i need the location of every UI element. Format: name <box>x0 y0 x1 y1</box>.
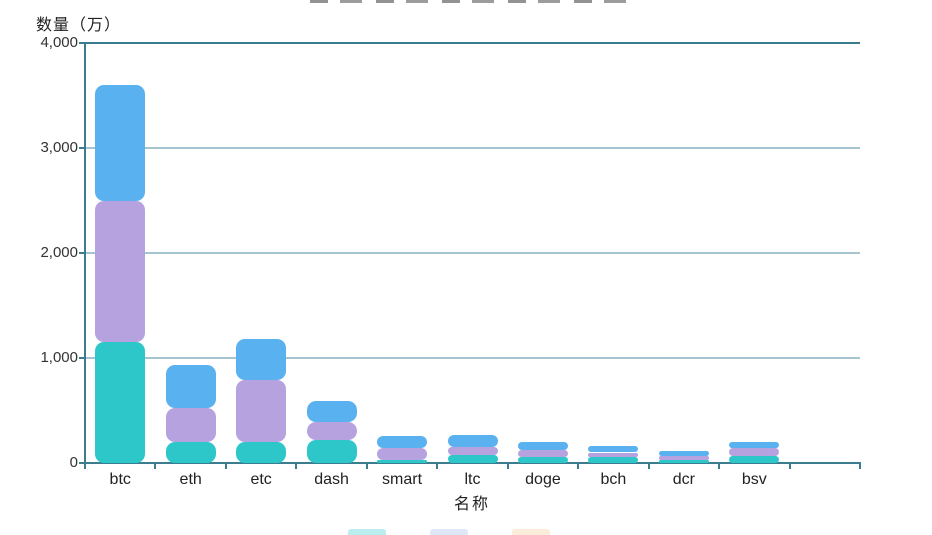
y-tick-label: 1,000 <box>40 349 78 366</box>
bar-segment-smart-series-1[interactable] <box>377 459 428 463</box>
x-axis-tick <box>295 463 298 469</box>
bar-segment-doge-series-1[interactable] <box>517 456 568 463</box>
bar-segment-btc-series-3[interactable] <box>95 85 146 201</box>
x-category-label-ltc: ltc <box>464 471 481 488</box>
x-category-label-dash: dash <box>314 471 349 488</box>
x-axis-tick <box>859 463 861 469</box>
bar-segment-doge-series-2[interactable] <box>517 450 568 457</box>
x-category-label-dcr: dcr <box>672 471 695 488</box>
bar-segment-btc-series-2[interactable] <box>95 200 146 343</box>
y-tick-label: 4,000 <box>40 34 78 51</box>
bar-segment-btc-series-1[interactable] <box>95 342 146 463</box>
x-axis-tick <box>224 463 227 469</box>
x-category-label-btc: btc <box>109 471 131 488</box>
x-axis-tick <box>718 463 721 469</box>
x-axis-line <box>85 462 861 464</box>
x-category-label-eth: eth <box>179 471 202 488</box>
bar-segment-eth-series-1[interactable] <box>165 442 216 463</box>
legend-marker-2[interactable] <box>430 529 468 535</box>
bar-segment-dcr-series-3[interactable] <box>658 450 709 457</box>
bar-segment-bch-series-2[interactable] <box>588 452 639 457</box>
x-axis-title: 名称 <box>453 496 490 513</box>
bar-segment-etc-series-2[interactable] <box>236 380 287 442</box>
x-category-label-doge: doge <box>525 471 561 488</box>
clipped-chart-title <box>310 0 628 3</box>
bar-segment-ltc-series-2[interactable] <box>447 446 498 455</box>
x-axis-tick <box>365 463 368 469</box>
y-axis-tick <box>79 252 85 254</box>
x-axis-tick <box>577 463 580 469</box>
bar-segment-bsv-series-1[interactable] <box>729 455 780 463</box>
bar-segment-bch-series-3[interactable] <box>588 446 639 453</box>
y-axis-tick <box>79 147 85 149</box>
bar-segment-dcr-series-1[interactable] <box>658 459 709 463</box>
y-axis-line <box>84 43 86 465</box>
y-axis-tick <box>79 462 85 464</box>
x-axis-tick <box>506 463 509 469</box>
x-axis-tick <box>647 463 650 469</box>
x-axis-tick <box>436 463 439 469</box>
bar-segment-eth-series-3[interactable] <box>165 365 216 409</box>
y-tick-label: 3,000 <box>40 139 78 156</box>
bar-segment-dcr-series-2[interactable] <box>658 456 709 460</box>
x-category-label-etc: etc <box>250 471 272 488</box>
y-axis-title: 数量（万） <box>36 17 122 34</box>
bar-segment-eth-series-2[interactable] <box>165 408 216 442</box>
bar-segment-etc-series-1[interactable] <box>236 442 287 463</box>
x-category-label-bch: bch <box>600 471 627 488</box>
bar-segment-dash-series-2[interactable] <box>306 422 357 440</box>
x-axis-tick <box>788 463 791 469</box>
x-axis-tick <box>84 463 86 469</box>
y-axis-tick <box>79 357 85 359</box>
bar-segment-etc-series-3[interactable] <box>236 339 287 381</box>
bar-segment-doge-series-3[interactable] <box>517 442 568 451</box>
bar-segment-dash-series-1[interactable] <box>306 439 357 463</box>
legend-marker-3[interactable] <box>512 529 550 535</box>
bar-segment-dash-series-3[interactable] <box>306 401 357 423</box>
x-category-label-bsv: bsv <box>741 471 767 488</box>
bar-segment-smart-series-3[interactable] <box>377 435 428 449</box>
y-tick-label: 0 <box>69 454 78 471</box>
gridline-4000 <box>85 42 860 44</box>
gridline-3000 <box>85 147 860 149</box>
gridline-2000 <box>85 252 860 254</box>
x-category-label-smart: smart <box>382 471 423 488</box>
legend-marker-1[interactable] <box>348 529 386 535</box>
bar-segment-ltc-series-1[interactable] <box>447 454 498 463</box>
bar-segment-ltc-series-3[interactable] <box>447 435 498 447</box>
gridline-1000 <box>85 357 860 359</box>
x-axis-tick <box>154 463 157 469</box>
bar-segment-bch-series-1[interactable] <box>588 456 639 463</box>
y-tick-label: 2,000 <box>40 244 78 261</box>
bar-segment-smart-series-2[interactable] <box>377 448 428 460</box>
y-axis-tick <box>79 42 85 44</box>
bar-segment-bsv-series-2[interactable] <box>729 448 780 456</box>
bar-segment-bsv-series-3[interactable] <box>729 442 780 449</box>
